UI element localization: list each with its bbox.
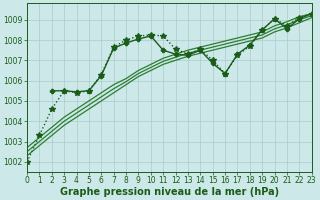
X-axis label: Graphe pression niveau de la mer (hPa): Graphe pression niveau de la mer (hPa) <box>60 187 279 197</box>
